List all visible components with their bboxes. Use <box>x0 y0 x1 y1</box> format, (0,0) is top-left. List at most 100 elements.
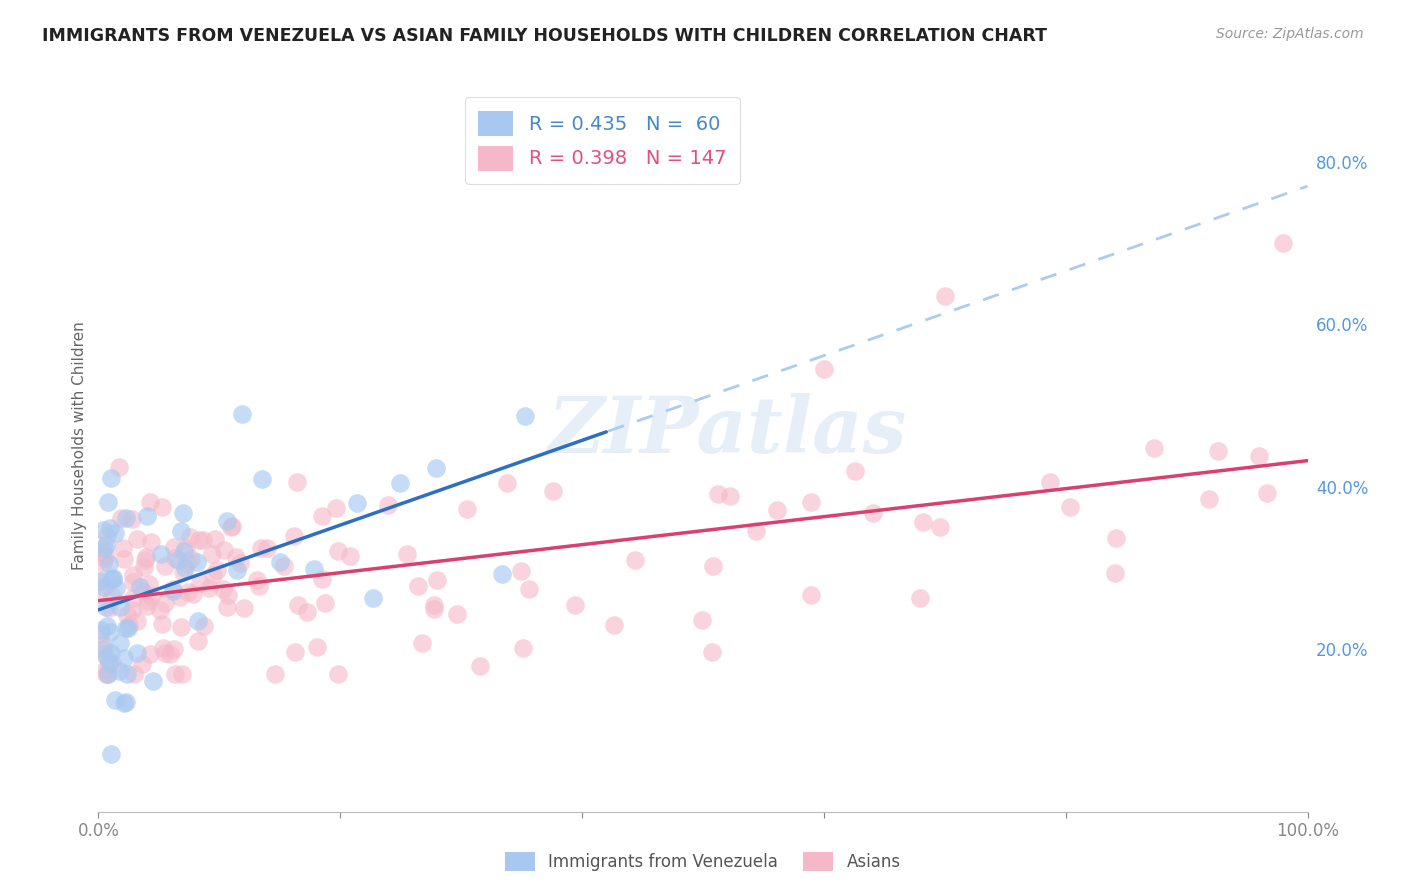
Point <box>122 591 145 605</box>
Legend: R = 0.435   N =  60, R = 0.398   N = 147: R = 0.435 N = 60, R = 0.398 N = 147 <box>465 97 740 185</box>
Point <box>97 667 120 681</box>
Point <box>122 568 145 582</box>
Point <box>89 545 111 559</box>
Point <box>468 658 491 673</box>
Point <box>187 634 209 648</box>
Point <box>131 657 153 672</box>
Point <box>221 519 243 533</box>
Point <box>377 498 399 512</box>
Point <box>103 572 125 586</box>
Point <box>115 608 138 623</box>
Point <box>180 552 202 566</box>
Point <box>256 541 278 555</box>
Point <box>813 361 835 376</box>
Point <box>250 541 273 555</box>
Point <box>112 551 135 566</box>
Point <box>139 648 162 662</box>
Point <box>162 582 184 597</box>
Point <box>115 622 138 636</box>
Point <box>307 640 329 654</box>
Point <box>912 515 935 529</box>
Point <box>163 641 186 656</box>
Point <box>153 596 176 610</box>
Point <box>541 484 564 499</box>
Legend: Immigrants from Venezuela, Asians: Immigrants from Venezuela, Asians <box>496 843 910 880</box>
Point <box>96 529 118 543</box>
Point <box>112 696 135 710</box>
Point <box>167 553 190 567</box>
Point <box>219 519 242 533</box>
Point <box>201 547 224 561</box>
Point <box>110 510 132 524</box>
Point <box>1039 475 1062 489</box>
Point <box>170 620 193 634</box>
Point <box>388 475 411 490</box>
Point <box>395 547 418 561</box>
Point <box>408 579 430 593</box>
Point <box>190 576 212 591</box>
Point <box>132 584 155 599</box>
Point <box>177 585 200 599</box>
Point <box>491 566 513 581</box>
Point <box>204 532 226 546</box>
Point <box>127 532 149 546</box>
Point <box>162 583 184 598</box>
Point <box>152 616 174 631</box>
Point <box>181 587 204 601</box>
Point <box>172 565 194 579</box>
Point <box>115 667 138 681</box>
Point <box>159 647 181 661</box>
Point <box>101 657 124 671</box>
Point <box>101 589 124 603</box>
Point <box>96 619 118 633</box>
Point <box>128 580 150 594</box>
Point <box>229 557 252 571</box>
Point <box>136 508 159 523</box>
Point <box>153 559 176 574</box>
Text: IMMIGRANTS FROM VENEZUELA VS ASIAN FAMILY HOUSEHOLDS WITH CHILDREN CORRELATION C: IMMIGRANTS FROM VENEZUELA VS ASIAN FAMIL… <box>42 27 1047 45</box>
Point <box>117 621 139 635</box>
Point <box>422 602 444 616</box>
Point <box>108 459 131 474</box>
Point <box>707 487 730 501</box>
Point <box>512 640 534 655</box>
Point <box>94 599 117 614</box>
Point <box>115 511 138 525</box>
Point <box>89 574 111 589</box>
Point <box>456 502 478 516</box>
Point <box>89 624 111 638</box>
Point <box>283 529 305 543</box>
Point <box>96 666 118 681</box>
Point <box>141 590 163 604</box>
Point <box>744 524 766 538</box>
Point <box>411 636 433 650</box>
Point <box>169 590 191 604</box>
Point <box>179 530 201 544</box>
Point <box>100 646 122 660</box>
Point <box>94 661 117 675</box>
Point <box>110 600 132 615</box>
Point <box>205 563 228 577</box>
Point <box>98 601 121 615</box>
Point <box>121 512 143 526</box>
Point <box>517 582 540 596</box>
Point <box>191 533 214 547</box>
Point <box>426 574 449 588</box>
Point <box>513 409 536 423</box>
Point <box>91 523 114 537</box>
Point <box>148 603 170 617</box>
Point <box>264 666 287 681</box>
Point <box>225 563 247 577</box>
Point <box>509 564 531 578</box>
Point <box>198 581 221 595</box>
Point <box>98 558 121 572</box>
Point <box>212 582 235 596</box>
Point <box>135 550 157 565</box>
Point <box>690 613 713 627</box>
Point <box>314 596 336 610</box>
Point <box>96 666 118 681</box>
Point <box>96 548 118 562</box>
Point <box>718 489 741 503</box>
Point <box>326 543 349 558</box>
Point <box>232 601 254 615</box>
